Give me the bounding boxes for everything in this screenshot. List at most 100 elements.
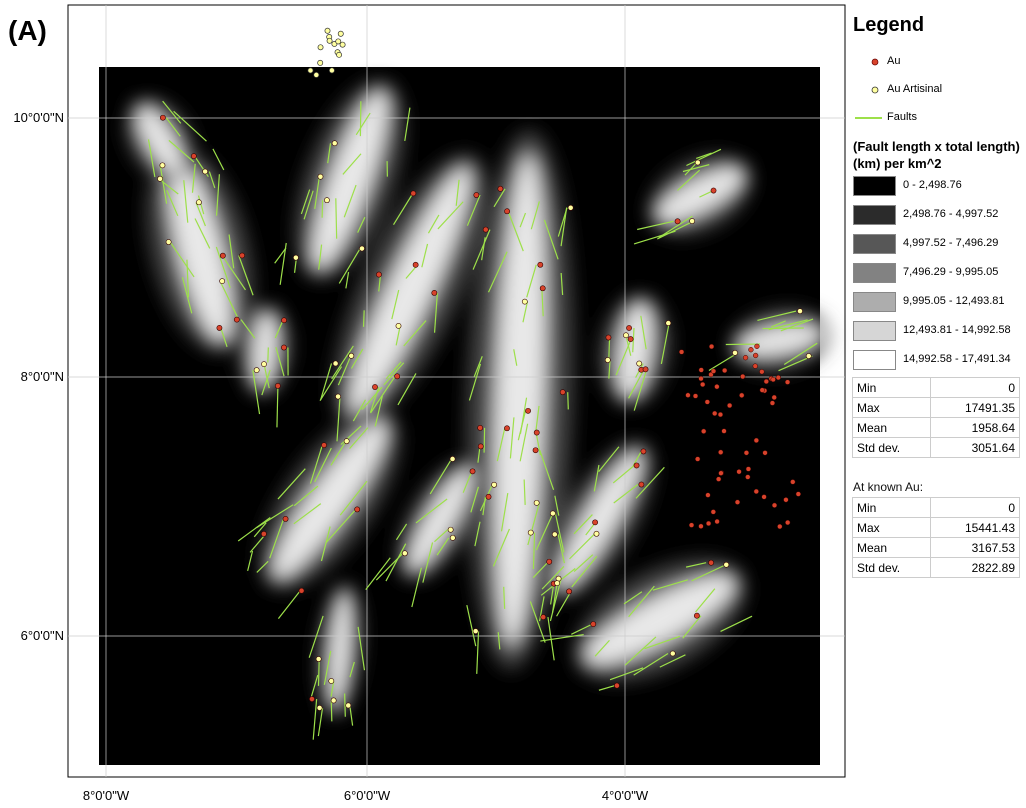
occurrence (318, 45, 323, 50)
occurrence (534, 500, 539, 505)
occurrence (715, 519, 720, 524)
class-label: 14,992.58 - 17,491.34 (903, 353, 1011, 365)
occurrence (413, 262, 418, 267)
stat-value: 2822.89 (931, 558, 1020, 578)
occurrence (735, 500, 740, 505)
stat-name: Min (853, 498, 931, 518)
class-swatch (853, 205, 896, 225)
occurrence (504, 209, 509, 214)
occurrence (743, 355, 748, 360)
occurrence (675, 219, 680, 224)
stat-value: 3051.64 (931, 438, 1020, 458)
occurrence (316, 656, 321, 661)
occurrence (349, 353, 354, 358)
known-au-table: Min0Max15441.43Mean3167.53Std dev.2822.8… (852, 497, 1020, 578)
occurrence (478, 444, 483, 449)
occurrence (411, 191, 416, 196)
class-swatch (853, 292, 896, 312)
occurrence (217, 325, 222, 330)
stat-name: Std dev. (853, 438, 931, 458)
occurrence (746, 467, 751, 472)
legend-item: Au (887, 55, 900, 67)
occurrence (666, 320, 671, 325)
stat-value: 0 (931, 378, 1020, 398)
class-swatch (853, 350, 896, 370)
occurrence (234, 317, 239, 322)
occurrence (777, 524, 782, 529)
occurrence (395, 374, 400, 379)
fault (345, 693, 346, 716)
stat-value: 1958.64 (931, 418, 1020, 438)
occurrence (324, 198, 329, 203)
occurrence (450, 535, 455, 540)
occurrence (737, 469, 742, 474)
occurrence (623, 333, 628, 338)
occurrence (160, 163, 165, 168)
occurrence (331, 698, 336, 703)
occurrence (336, 52, 341, 57)
occurrence (566, 589, 571, 594)
occurrence (754, 489, 759, 494)
stat-name: Max (853, 398, 931, 418)
occurrence (724, 562, 729, 567)
occurrence (643, 367, 648, 372)
stat-name: Max (853, 518, 931, 538)
occurrence (771, 377, 776, 382)
occurrence (699, 368, 704, 373)
occurrence (776, 375, 781, 380)
stat-name: Mean (853, 418, 931, 438)
class-label: 12,493.81 - 14,992.58 (903, 324, 1011, 336)
occurrence (706, 521, 711, 526)
occurrence (534, 430, 539, 435)
occurrence (552, 532, 557, 537)
occurrence (359, 246, 364, 251)
occurrence (483, 227, 488, 232)
occurrence (718, 450, 723, 455)
occurrence (637, 361, 642, 366)
occurrence (693, 394, 698, 399)
au-artisinal-symbol (872, 87, 878, 93)
occurrence (540, 286, 545, 291)
panel-label: (A) (8, 15, 47, 46)
occurrence (402, 551, 407, 556)
occurrence (641, 449, 646, 454)
occurrence (772, 503, 777, 508)
legend-item: Au Artisinal (887, 83, 942, 95)
occurrence (699, 376, 704, 381)
occurrence (679, 350, 684, 355)
occurrence (478, 425, 483, 430)
fault (318, 659, 319, 686)
occurrence (695, 160, 700, 165)
occurrence (732, 350, 737, 355)
table-row: Min0 (853, 378, 1020, 398)
occurrence (716, 477, 721, 482)
occurrence (695, 457, 700, 462)
occurrence (470, 469, 475, 474)
occurrence (338, 31, 343, 36)
fault (568, 392, 569, 409)
occurrence (740, 374, 745, 379)
occurrence (754, 438, 759, 443)
occurrence (796, 492, 801, 497)
occurrence (450, 456, 455, 461)
occurrence (473, 629, 478, 634)
occurrence (240, 253, 245, 258)
occurrence (448, 527, 453, 532)
occurrence (318, 174, 323, 179)
occurrence (308, 68, 313, 73)
class-label: 7,496.29 - 9,995.05 (903, 266, 998, 278)
occurrence (220, 253, 225, 258)
occurrence (376, 272, 381, 277)
occurrence (486, 494, 491, 499)
occurrence (281, 345, 286, 350)
stat-value: 17491.35 (931, 398, 1020, 418)
occurrence (498, 186, 503, 191)
stat-name: Mean (853, 538, 931, 558)
class-label: 2,498.76 - 4,997.52 (903, 208, 998, 220)
occurrence (626, 325, 631, 330)
occurrence (755, 344, 760, 349)
occurrence (541, 614, 546, 619)
occurrence (614, 683, 619, 688)
occurrence (762, 495, 767, 500)
